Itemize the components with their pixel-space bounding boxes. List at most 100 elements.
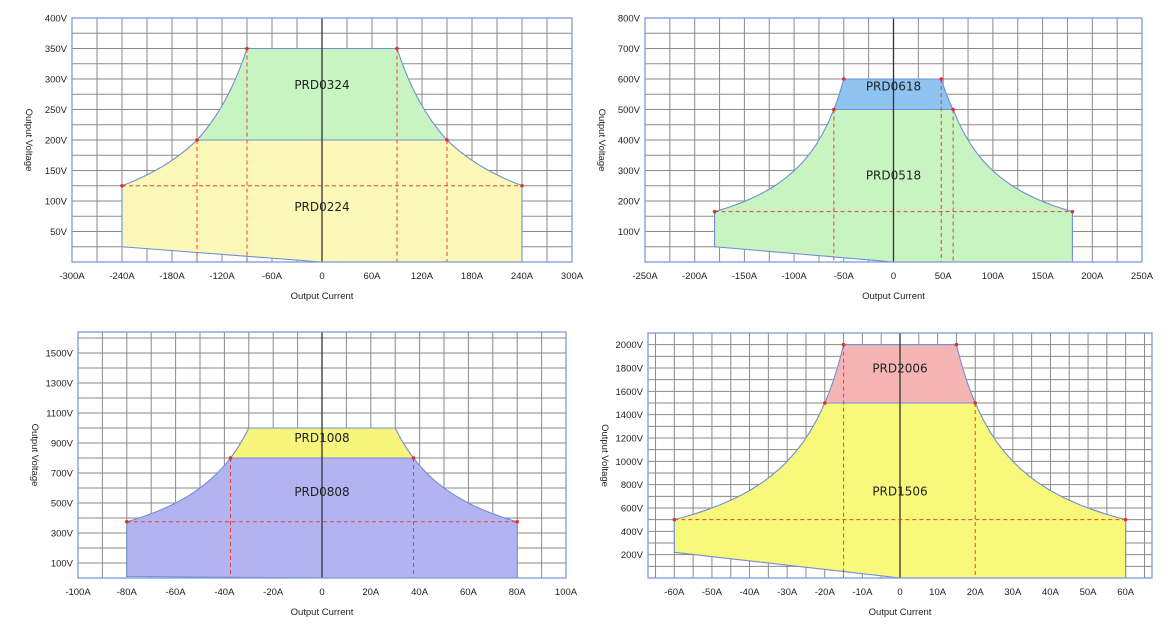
x-tick-label: 20A bbox=[967, 587, 985, 598]
x-tick-label: 50A bbox=[935, 271, 953, 282]
plot-frame bbox=[644, 17, 1143, 263]
y-tick-label: 1800V bbox=[616, 364, 644, 375]
corner-marker bbox=[125, 519, 129, 524]
x-tick-label: 60A bbox=[1117, 587, 1135, 598]
x-tick-label: -20A bbox=[815, 587, 836, 598]
x-axis-label: Output Current bbox=[291, 291, 354, 302]
y-tick-label: 600V bbox=[621, 504, 644, 515]
y-tick-label: 1200V bbox=[616, 434, 644, 445]
y-axis-label: Output Voltage bbox=[23, 109, 34, 172]
plot-frame bbox=[647, 332, 1153, 579]
y-tick-label: 200V bbox=[45, 136, 68, 147]
x-tick-label: 0 bbox=[897, 587, 902, 598]
y-tick-label: 800V bbox=[618, 14, 641, 25]
chart-prd0808-prd1008: PRD0808 PRD1008 -100A -80A -60A -40A -20A 0 20A 4… bbox=[29, 331, 578, 618]
region-label: PRD1506 bbox=[872, 485, 927, 499]
corner-marker bbox=[445, 138, 449, 142]
y-tick-label: 700V bbox=[51, 469, 74, 480]
y-tick-label: 250V bbox=[45, 105, 68, 116]
y-axis-label: Output Voltage bbox=[29, 424, 40, 487]
x-tick-label: 20A bbox=[362, 587, 380, 598]
y-tick-label: 400V bbox=[45, 14, 68, 25]
region-label: PRD0808 bbox=[294, 485, 349, 499]
x-tick-label: 0 bbox=[891, 271, 896, 282]
y-tick-label: 700V bbox=[618, 44, 641, 55]
x-tick-label: -250A bbox=[632, 271, 658, 282]
y-tick-label: 150V bbox=[45, 166, 68, 177]
y-tick-label: 900V bbox=[51, 439, 74, 450]
x-tick-label: 0 bbox=[319, 587, 324, 598]
x-tick-label: -100A bbox=[781, 271, 807, 282]
corner-marker bbox=[841, 342, 846, 347]
y-axis-label: Output Voltage bbox=[596, 109, 607, 172]
corner-marker bbox=[951, 107, 955, 112]
x-tick-label: -100A bbox=[65, 587, 91, 598]
y-tick-label: 2000V bbox=[616, 340, 644, 351]
corner-marker bbox=[954, 342, 959, 347]
corner-marker bbox=[939, 77, 944, 81]
x-tick-label: 40A bbox=[411, 587, 429, 598]
x-tick-label: 150A bbox=[1032, 271, 1055, 282]
corner-marker bbox=[245, 46, 249, 51]
x-tick-label: 0 bbox=[319, 271, 324, 282]
y-tick-label: 400V bbox=[618, 136, 641, 147]
x-tick-label: 10A bbox=[929, 587, 947, 598]
x-tick-label: 250A bbox=[1131, 271, 1154, 282]
x-tick-label: -300A bbox=[59, 271, 85, 282]
x-axis-label: Output Current bbox=[862, 291, 925, 302]
x-tick-label: -60A bbox=[166, 587, 187, 598]
y-tick-label: 100V bbox=[45, 197, 68, 208]
region-label: PRD0324 bbox=[294, 78, 349, 92]
y-axis-label: Output Voltage bbox=[599, 424, 610, 487]
x-tick-label: 60A bbox=[460, 587, 478, 598]
x-tick-label: -20A bbox=[263, 587, 284, 598]
corner-marker bbox=[832, 107, 836, 112]
x-tick-label: 200A bbox=[1081, 271, 1104, 282]
corner-marker bbox=[515, 519, 519, 524]
y-tick-label: 500V bbox=[618, 105, 641, 116]
x-axis-label: Output Current bbox=[291, 607, 354, 618]
x-tick-label: -30A bbox=[777, 587, 798, 598]
y-tick-label: 1400V bbox=[616, 410, 644, 421]
corner-marker bbox=[822, 401, 827, 405]
corner-marker bbox=[395, 46, 399, 51]
y-tick-label: 100V bbox=[618, 227, 641, 238]
x-tick-label: -50A bbox=[834, 271, 855, 282]
x-tick-label: -60A bbox=[664, 587, 685, 598]
y-tick-label: 300V bbox=[618, 166, 641, 177]
x-tick-label: -10A bbox=[852, 587, 873, 598]
corner-marker bbox=[1070, 209, 1075, 214]
y-tick-label: 200V bbox=[618, 197, 641, 208]
corner-marker bbox=[120, 183, 124, 188]
x-tick-label: -40A bbox=[214, 587, 235, 598]
y-tick-label: 300V bbox=[45, 75, 68, 86]
x-tick-label: 30A bbox=[1004, 587, 1022, 598]
x-tick-label: -80A bbox=[117, 587, 138, 598]
y-tick-label: 1600V bbox=[616, 387, 644, 398]
y-tick-label: 1000V bbox=[616, 457, 644, 468]
corner-marker bbox=[411, 456, 416, 460]
region-label: PRD0618 bbox=[866, 79, 921, 93]
chart-prd1506-prd2006: PRD1506 PRD2006 -60A -50A -40A -30A -20A -10A 0 1… bbox=[599, 332, 1153, 618]
region-label: PRD2006 bbox=[872, 362, 927, 376]
chart-prd0224-prd0324: PRD0224 PRD0324 -300A -240A -180A -120A -60A 0 6… bbox=[23, 14, 584, 303]
corner-marker bbox=[672, 517, 677, 522]
x-tick-label: 50A bbox=[1080, 587, 1098, 598]
corner-marker bbox=[228, 456, 233, 460]
y-tick-label: 350V bbox=[45, 44, 68, 55]
y-tick-label: 1500V bbox=[46, 349, 74, 360]
y-tick-label: 400V bbox=[621, 527, 644, 538]
corner-marker bbox=[520, 183, 524, 188]
corner-marker bbox=[1123, 517, 1128, 522]
plot-frame bbox=[77, 331, 567, 579]
x-tick-label: 180A bbox=[461, 271, 484, 282]
x-tick-label: 60A bbox=[364, 271, 382, 282]
x-tick-label: 240A bbox=[511, 271, 534, 282]
corner-marker bbox=[973, 401, 978, 405]
x-tick-label: -40A bbox=[740, 587, 761, 598]
x-tick-label: 100A bbox=[982, 271, 1005, 282]
x-axis-label: Output Current bbox=[869, 607, 932, 618]
x-tick-label: -200A bbox=[682, 271, 708, 282]
region-label: PRD0518 bbox=[866, 169, 921, 183]
